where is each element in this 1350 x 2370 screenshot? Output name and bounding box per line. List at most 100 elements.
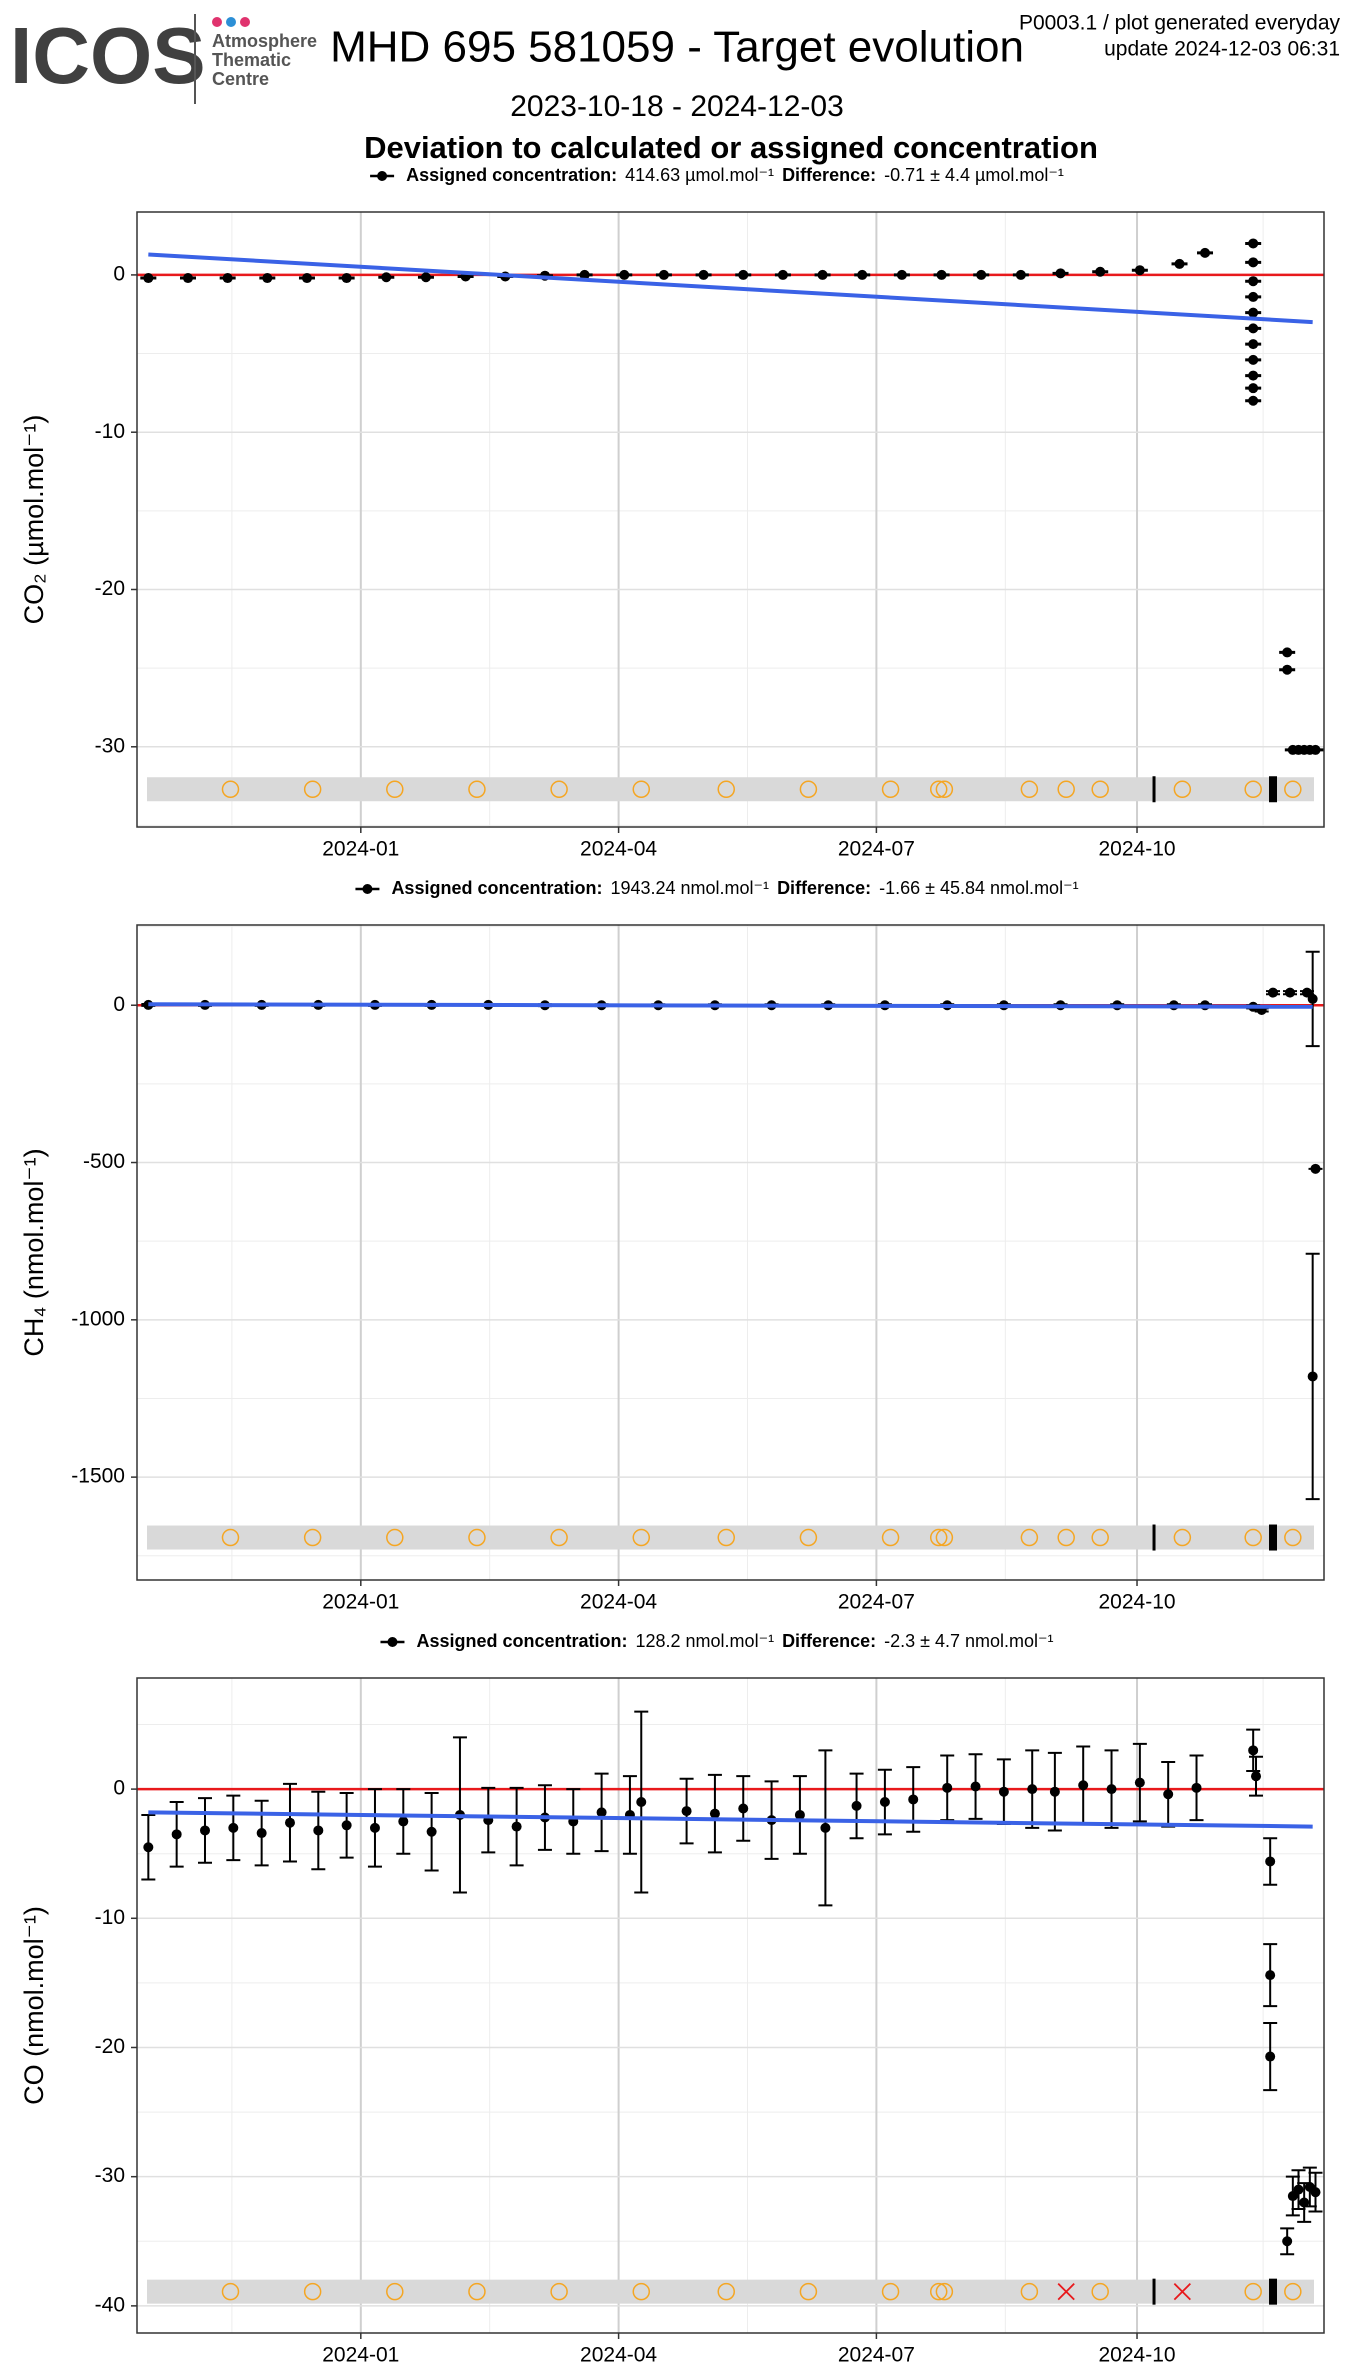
logo-text: Atmosphere xyxy=(212,31,317,51)
data-point xyxy=(1106,1784,1117,1795)
event-marker xyxy=(1152,2278,1156,2305)
event-marker xyxy=(717,780,736,799)
event-marker xyxy=(221,2282,240,2301)
event-marker xyxy=(935,2282,954,2301)
event-marker xyxy=(799,1528,818,1547)
legend-assigned-label: Assigned concentration: xyxy=(416,1631,627,1651)
data-point xyxy=(596,1807,607,1818)
x-tick-label: 2024-01 xyxy=(322,1591,399,1614)
event-marker xyxy=(1284,780,1302,799)
event-marker xyxy=(386,1528,404,1547)
event-marker xyxy=(1091,780,1109,799)
y-tick-label: -30 xyxy=(95,734,125,757)
data-point xyxy=(681,1806,692,1817)
event-marker xyxy=(799,780,818,799)
y-tick-label: 0 xyxy=(113,993,125,1016)
event-marker xyxy=(1244,780,1262,799)
y-axis-label: CO (nmol.mol⁻¹) xyxy=(19,1906,49,2105)
data-point xyxy=(171,1829,182,1840)
data-point xyxy=(143,1842,154,1853)
data-point xyxy=(908,1794,919,1805)
legend-assigned-value: 414.63 µmol.mol⁻¹ xyxy=(625,165,774,185)
legend: Assigned concentration: 414.63 µmol.mol⁻¹… xyxy=(406,165,1064,185)
logo: ICOS xyxy=(10,11,206,100)
event-marker xyxy=(1091,1528,1109,1547)
x-tick-label: 2024-07 xyxy=(838,838,915,861)
event-marker xyxy=(935,780,954,799)
legend-assigned-label: Assigned concentration: xyxy=(406,165,617,185)
x-tick-label: 2024-01 xyxy=(322,2344,399,2367)
event-marker xyxy=(1020,2282,1039,2301)
event-marker xyxy=(929,2282,948,2301)
data-point xyxy=(1078,1780,1089,1791)
event-marker xyxy=(468,780,486,799)
y-tick-label: -500 xyxy=(83,1150,125,1173)
event-marker xyxy=(1173,780,1192,799)
trend-line xyxy=(148,252,1313,325)
event-marker xyxy=(550,1528,568,1547)
data-point xyxy=(970,1781,981,1792)
data-point xyxy=(1049,1786,1060,1797)
event-marker xyxy=(1244,1528,1262,1547)
event-marker xyxy=(1173,1528,1192,1547)
y-tick-label: -20 xyxy=(95,577,125,600)
legend-assigned-value: 128.2 nmol.mol⁻¹ xyxy=(636,1631,775,1651)
legend-difference-value: -0.71 ± 4.4 µmol.mol⁻¹ xyxy=(884,165,1064,185)
event-marker xyxy=(1152,1524,1156,1551)
event-strip xyxy=(147,777,1314,802)
data-point xyxy=(284,1817,295,1828)
event-marker xyxy=(1057,780,1075,799)
data-point xyxy=(1285,987,1296,998)
event-marker xyxy=(550,780,568,799)
data-point xyxy=(942,1782,953,1793)
data-point xyxy=(1265,1856,1276,1867)
event-marker xyxy=(632,780,651,799)
x-tick-label: 2024-10 xyxy=(1098,838,1175,861)
y-tick-label: -20 xyxy=(95,2035,125,2058)
data-point xyxy=(1265,1970,1276,1981)
data-point xyxy=(313,1825,324,1836)
event-marker xyxy=(386,2282,404,2301)
legend-difference-label: Difference: xyxy=(782,1631,876,1651)
legend: Assigned concentration: 128.2 nmol.mol⁻¹ D… xyxy=(416,1631,1053,1651)
data-point xyxy=(1293,2184,1304,2195)
event-marker xyxy=(1057,1528,1075,1547)
y-tick-label: -40 xyxy=(95,2293,125,2316)
event-marker xyxy=(1091,2282,1109,2301)
data-point xyxy=(820,1822,831,1833)
legend-difference-value: -2.3 ± 4.7 nmol.mol⁻¹ xyxy=(884,1631,1053,1651)
x-tick-label: 2024-01 xyxy=(322,838,399,861)
y-tick-label: 0 xyxy=(113,262,125,285)
plot-area xyxy=(137,1678,1324,2333)
legend-key xyxy=(362,884,373,894)
event-marker xyxy=(221,1528,240,1547)
x-tick-label: 2024-04 xyxy=(580,2344,657,2367)
y-tick-label: -30 xyxy=(95,2164,125,2187)
event-marker xyxy=(550,2282,568,2301)
event-marker xyxy=(799,2282,818,2301)
data-point xyxy=(1310,2187,1321,2198)
x-tick-label: 2024-07 xyxy=(838,2344,915,2367)
y-tick-label: -10 xyxy=(95,420,125,443)
event-marker xyxy=(303,2282,322,2301)
event-marker xyxy=(632,2282,651,2301)
data-point xyxy=(1027,1784,1038,1795)
legend-difference-label: Difference: xyxy=(782,165,876,185)
event-marker xyxy=(468,2282,486,2301)
event-marker xyxy=(1020,1528,1039,1547)
event-marker xyxy=(881,2282,900,2301)
data-point xyxy=(1282,2236,1293,2247)
data-point xyxy=(369,1822,380,1833)
event-strip xyxy=(147,1525,1314,1550)
event-marker xyxy=(1284,1528,1302,1547)
data-point xyxy=(1268,987,1279,998)
event-marker xyxy=(303,780,322,799)
data-point xyxy=(1287,2191,1298,2202)
event-marker xyxy=(468,1528,486,1547)
update: update 2024-12-03 06:31 xyxy=(1104,38,1340,61)
x-tick-label: 2024-10 xyxy=(1098,2344,1175,2367)
data-point xyxy=(256,1828,267,1839)
x-tick-label: 2024-04 xyxy=(580,838,657,861)
y-axis-label: CH₄ (nmol.mol⁻¹) xyxy=(19,1148,49,1356)
